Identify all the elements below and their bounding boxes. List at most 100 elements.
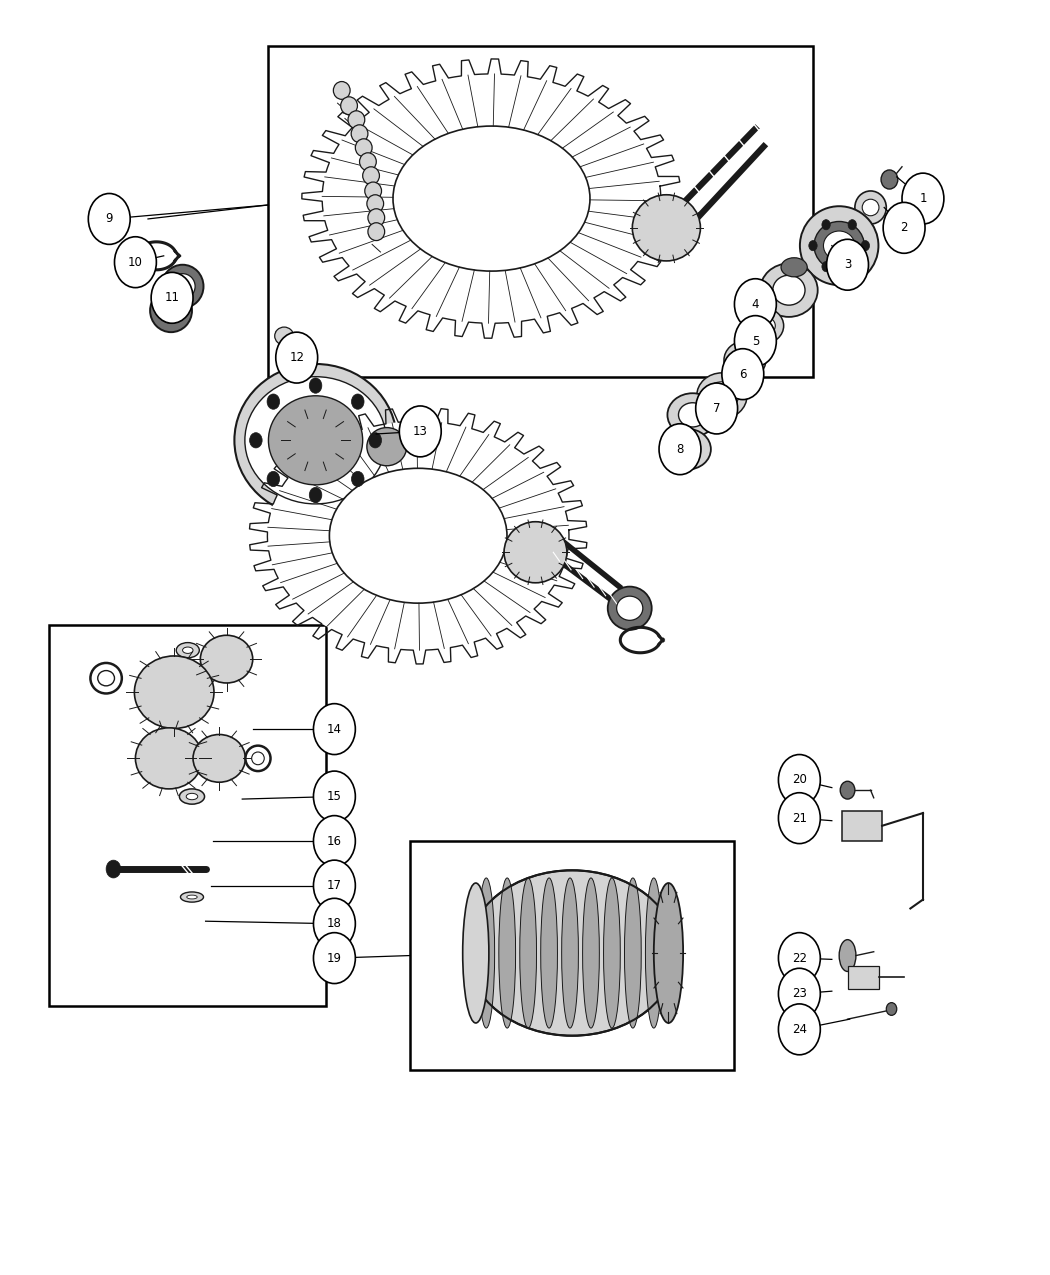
Circle shape xyxy=(314,816,355,867)
Ellipse shape xyxy=(855,191,886,224)
Ellipse shape xyxy=(201,635,253,683)
Ellipse shape xyxy=(668,393,718,436)
Text: 5: 5 xyxy=(752,334,759,348)
Text: 20: 20 xyxy=(792,774,806,787)
Circle shape xyxy=(314,861,355,912)
Circle shape xyxy=(314,932,355,983)
Ellipse shape xyxy=(135,728,203,789)
Ellipse shape xyxy=(654,884,684,1023)
Text: 14: 14 xyxy=(327,723,342,736)
Text: 9: 9 xyxy=(105,213,113,226)
Text: 3: 3 xyxy=(844,259,852,272)
Circle shape xyxy=(659,423,701,474)
Text: 7: 7 xyxy=(713,402,720,414)
Ellipse shape xyxy=(176,643,200,658)
Ellipse shape xyxy=(330,468,507,603)
Ellipse shape xyxy=(743,309,783,344)
Circle shape xyxy=(106,861,121,878)
Circle shape xyxy=(734,279,776,330)
Ellipse shape xyxy=(678,403,707,427)
Circle shape xyxy=(399,405,441,456)
Circle shape xyxy=(114,237,156,288)
Text: 16: 16 xyxy=(327,835,342,848)
Text: 6: 6 xyxy=(739,367,747,381)
Text: 10: 10 xyxy=(128,256,143,269)
Circle shape xyxy=(267,394,279,409)
Circle shape xyxy=(778,1003,820,1054)
Ellipse shape xyxy=(187,895,197,899)
Text: 13: 13 xyxy=(413,425,427,437)
Bar xyxy=(48,625,327,1006)
Ellipse shape xyxy=(467,871,677,1035)
Circle shape xyxy=(848,219,857,230)
Ellipse shape xyxy=(632,195,700,261)
Circle shape xyxy=(883,203,925,254)
Ellipse shape xyxy=(674,437,700,460)
Ellipse shape xyxy=(840,782,855,799)
Ellipse shape xyxy=(279,344,293,358)
Ellipse shape xyxy=(180,789,205,805)
Ellipse shape xyxy=(732,349,757,371)
Circle shape xyxy=(314,899,355,949)
Ellipse shape xyxy=(275,328,294,346)
Circle shape xyxy=(778,932,820,983)
Ellipse shape xyxy=(463,884,489,1023)
Circle shape xyxy=(369,432,381,448)
Ellipse shape xyxy=(340,97,357,115)
Circle shape xyxy=(88,194,130,245)
Ellipse shape xyxy=(162,265,204,309)
Ellipse shape xyxy=(351,125,368,143)
Ellipse shape xyxy=(839,940,856,972)
Circle shape xyxy=(778,755,820,806)
Bar xyxy=(410,842,734,1070)
Circle shape xyxy=(722,348,763,399)
Text: 1: 1 xyxy=(919,193,927,205)
Text: 21: 21 xyxy=(792,812,806,825)
Text: 4: 4 xyxy=(752,297,759,311)
Circle shape xyxy=(310,487,322,502)
Circle shape xyxy=(250,432,262,448)
Text: 24: 24 xyxy=(792,1023,806,1035)
Text: 22: 22 xyxy=(792,951,806,965)
Ellipse shape xyxy=(862,199,879,215)
Ellipse shape xyxy=(246,746,271,771)
Ellipse shape xyxy=(616,597,643,621)
Ellipse shape xyxy=(814,222,864,270)
Circle shape xyxy=(314,704,355,755)
Text: 19: 19 xyxy=(327,951,342,965)
Ellipse shape xyxy=(183,646,193,653)
Ellipse shape xyxy=(781,258,807,277)
Text: 2: 2 xyxy=(900,222,908,235)
Ellipse shape xyxy=(181,892,204,903)
Bar xyxy=(847,965,879,988)
Ellipse shape xyxy=(368,209,384,227)
Ellipse shape xyxy=(541,878,558,1028)
Ellipse shape xyxy=(348,111,364,129)
Ellipse shape xyxy=(723,342,765,379)
Ellipse shape xyxy=(520,878,537,1028)
Ellipse shape xyxy=(359,153,376,171)
Bar xyxy=(269,46,813,376)
Ellipse shape xyxy=(625,878,642,1028)
Ellipse shape xyxy=(823,231,855,260)
Circle shape xyxy=(314,771,355,822)
Ellipse shape xyxy=(773,275,805,305)
Ellipse shape xyxy=(499,878,516,1028)
Circle shape xyxy=(352,472,364,487)
Circle shape xyxy=(848,261,857,272)
Circle shape xyxy=(822,219,831,230)
Ellipse shape xyxy=(364,182,381,200)
Ellipse shape xyxy=(608,586,652,630)
Text: 17: 17 xyxy=(327,878,342,892)
Ellipse shape xyxy=(881,170,898,189)
Circle shape xyxy=(861,241,869,251)
Ellipse shape xyxy=(886,1002,897,1015)
Circle shape xyxy=(902,173,944,224)
Ellipse shape xyxy=(366,195,383,213)
Ellipse shape xyxy=(752,316,775,335)
Ellipse shape xyxy=(706,381,738,409)
Ellipse shape xyxy=(170,274,195,300)
Circle shape xyxy=(826,240,868,291)
Ellipse shape xyxy=(355,139,372,157)
Ellipse shape xyxy=(150,289,192,333)
